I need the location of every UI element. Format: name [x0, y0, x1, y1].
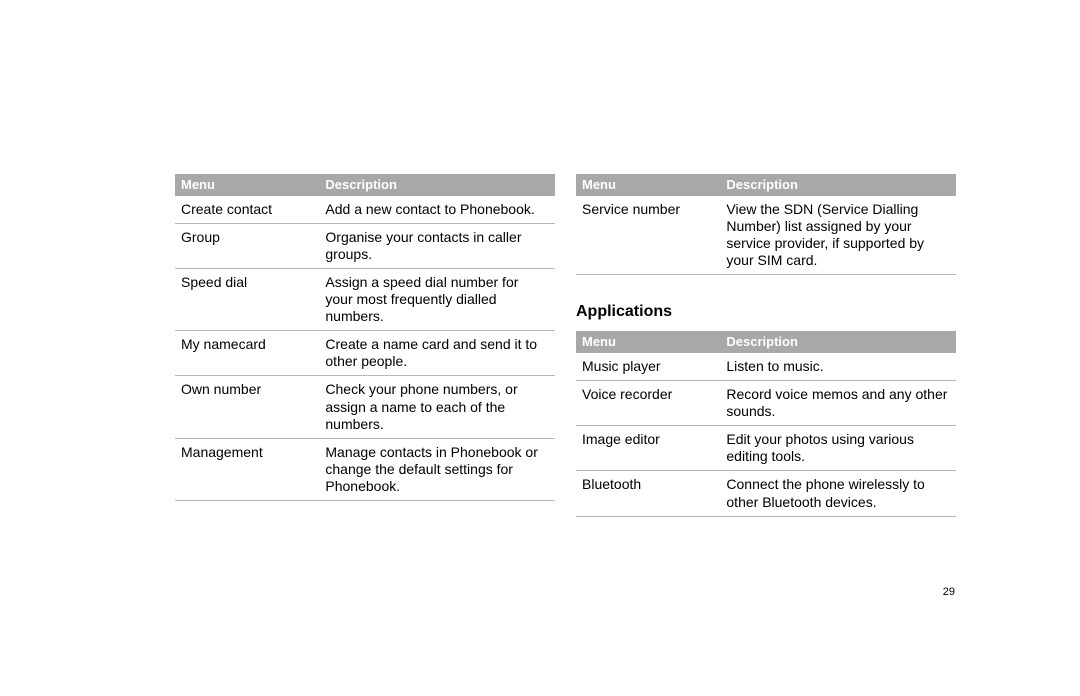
- header-menu: Menu: [576, 174, 720, 196]
- header-description: Description: [720, 331, 956, 353]
- phonebook-menu-table: Menu Description Create contact Add a ne…: [175, 174, 555, 501]
- table-row: Bluetooth Connect the phone wirelessly t…: [576, 471, 956, 516]
- table-header-row: Menu Description: [576, 331, 956, 353]
- cell-desc: Check your phone numbers, or assign a na…: [319, 376, 555, 438]
- cell-menu: Music player: [576, 353, 720, 381]
- cell-desc: Edit your photos using various editing t…: [720, 426, 956, 471]
- left-column: Menu Description Create contact Add a ne…: [175, 174, 555, 501]
- table-row: Management Manage contacts in Phonebook …: [175, 438, 555, 500]
- cell-desc: View the SDN (Service Dialling Number) l…: [720, 196, 956, 275]
- header-description: Description: [720, 174, 956, 196]
- header-menu: Menu: [175, 174, 319, 196]
- cell-menu: Bluetooth: [576, 471, 720, 516]
- table-header-row: Menu Description: [576, 174, 956, 196]
- cell-menu: Create contact: [175, 196, 319, 224]
- cell-desc: Add a new contact to Phonebook.: [319, 196, 555, 224]
- cell-menu: Service number: [576, 196, 720, 275]
- table-row: Service number View the SDN (Service Dia…: [576, 196, 956, 275]
- applications-menu-table: Menu Description Music player Listen to …: [576, 331, 956, 516]
- header-menu: Menu: [576, 331, 720, 353]
- cell-menu: My namecard: [175, 331, 319, 376]
- manual-page: Menu Description Create contact Add a ne…: [0, 0, 1080, 696]
- cell-desc: Listen to music.: [720, 353, 956, 381]
- cell-desc: Assign a speed dial number for your most…: [319, 269, 555, 331]
- cell-desc: Create a name card and send it to other …: [319, 331, 555, 376]
- section-title-applications: Applications: [576, 303, 956, 321]
- table-row: Speed dial Assign a speed dial number fo…: [175, 269, 555, 331]
- cell-menu: Management: [175, 438, 319, 500]
- cell-menu: Speed dial: [175, 269, 319, 331]
- service-menu-table: Menu Description Service number View the…: [576, 174, 956, 275]
- table-row: Own number Check your phone numbers, or …: [175, 376, 555, 438]
- table-header-row: Menu Description: [175, 174, 555, 196]
- table-row: Group Organise your contacts in caller g…: [175, 223, 555, 268]
- cell-menu: Own number: [175, 376, 319, 438]
- cell-desc: Manage contacts in Phonebook or change t…: [319, 438, 555, 500]
- table-row: My namecard Create a name card and send …: [175, 331, 555, 376]
- cell-menu: Image editor: [576, 426, 720, 471]
- page-number: 29: [943, 586, 955, 598]
- table-row: Image editor Edit your photos using vari…: [576, 426, 956, 471]
- cell-menu: Voice recorder: [576, 381, 720, 426]
- cell-desc: Record voice memos and any other sounds.: [720, 381, 956, 426]
- table-row: Music player Listen to music.: [576, 353, 956, 381]
- cell-desc: Connect the phone wirelessly to other Bl…: [720, 471, 956, 516]
- cell-desc: Organise your contacts in caller groups.: [319, 223, 555, 268]
- header-description: Description: [319, 174, 555, 196]
- table-row: Create contact Add a new contact to Phon…: [175, 196, 555, 224]
- cell-menu: Group: [175, 223, 319, 268]
- right-column: Menu Description Service number View the…: [576, 174, 956, 517]
- table-row: Voice recorder Record voice memos and an…: [576, 381, 956, 426]
